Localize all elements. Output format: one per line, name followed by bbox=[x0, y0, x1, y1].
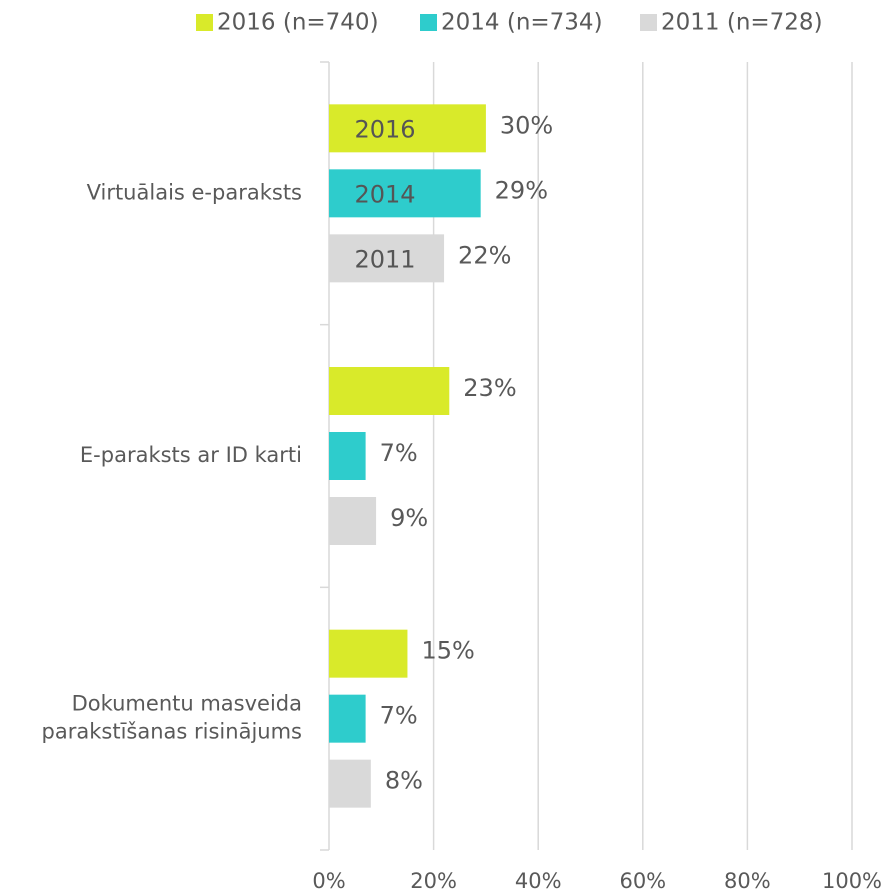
value-label: 15% bbox=[421, 637, 474, 665]
bar bbox=[329, 629, 408, 678]
legend-swatch bbox=[640, 14, 657, 31]
legend-label: 2011 (n=728) bbox=[661, 10, 823, 36]
bar bbox=[329, 169, 481, 218]
bar-annotation: 2011 bbox=[354, 245, 415, 273]
value-label: 29% bbox=[495, 176, 548, 204]
bar-annotation: 2016 bbox=[354, 115, 415, 143]
category-label: E-paraksts ar ID karti bbox=[80, 443, 302, 467]
bar bbox=[329, 234, 445, 283]
value-label: 30% bbox=[500, 111, 553, 139]
value-label: 9% bbox=[390, 504, 428, 532]
bar bbox=[329, 497, 377, 545]
value-label: 8% bbox=[385, 767, 423, 795]
x-tick-label: 0% bbox=[312, 869, 345, 892]
x-tick-label: 60% bbox=[619, 869, 666, 892]
value-label: 22% bbox=[458, 241, 511, 269]
bar bbox=[329, 104, 486, 153]
x-tick-label: 100% bbox=[822, 869, 882, 892]
legend-label: 2014 (n=734) bbox=[441, 10, 603, 36]
value-label: 7% bbox=[380, 702, 418, 730]
bar bbox=[329, 694, 366, 743]
x-tick-label: 20% bbox=[410, 869, 457, 892]
legend-label: 2016 (n=740) bbox=[217, 10, 379, 36]
x-tick-label: 40% bbox=[515, 869, 562, 892]
value-label: 7% bbox=[380, 439, 418, 467]
bar-annotation: 2014 bbox=[354, 180, 415, 208]
legend-swatch bbox=[196, 14, 213, 31]
bar bbox=[329, 759, 371, 808]
bar bbox=[329, 367, 450, 415]
legend-swatch bbox=[420, 14, 437, 31]
value-label: 23% bbox=[463, 374, 516, 402]
x-tick-label: 80% bbox=[724, 869, 771, 892]
bar bbox=[329, 432, 366, 480]
category-label: Dokumentu masveida parakstīšanas risināju… bbox=[42, 692, 302, 744]
category-label: Virtuālais e-paraksts bbox=[87, 180, 302, 204]
